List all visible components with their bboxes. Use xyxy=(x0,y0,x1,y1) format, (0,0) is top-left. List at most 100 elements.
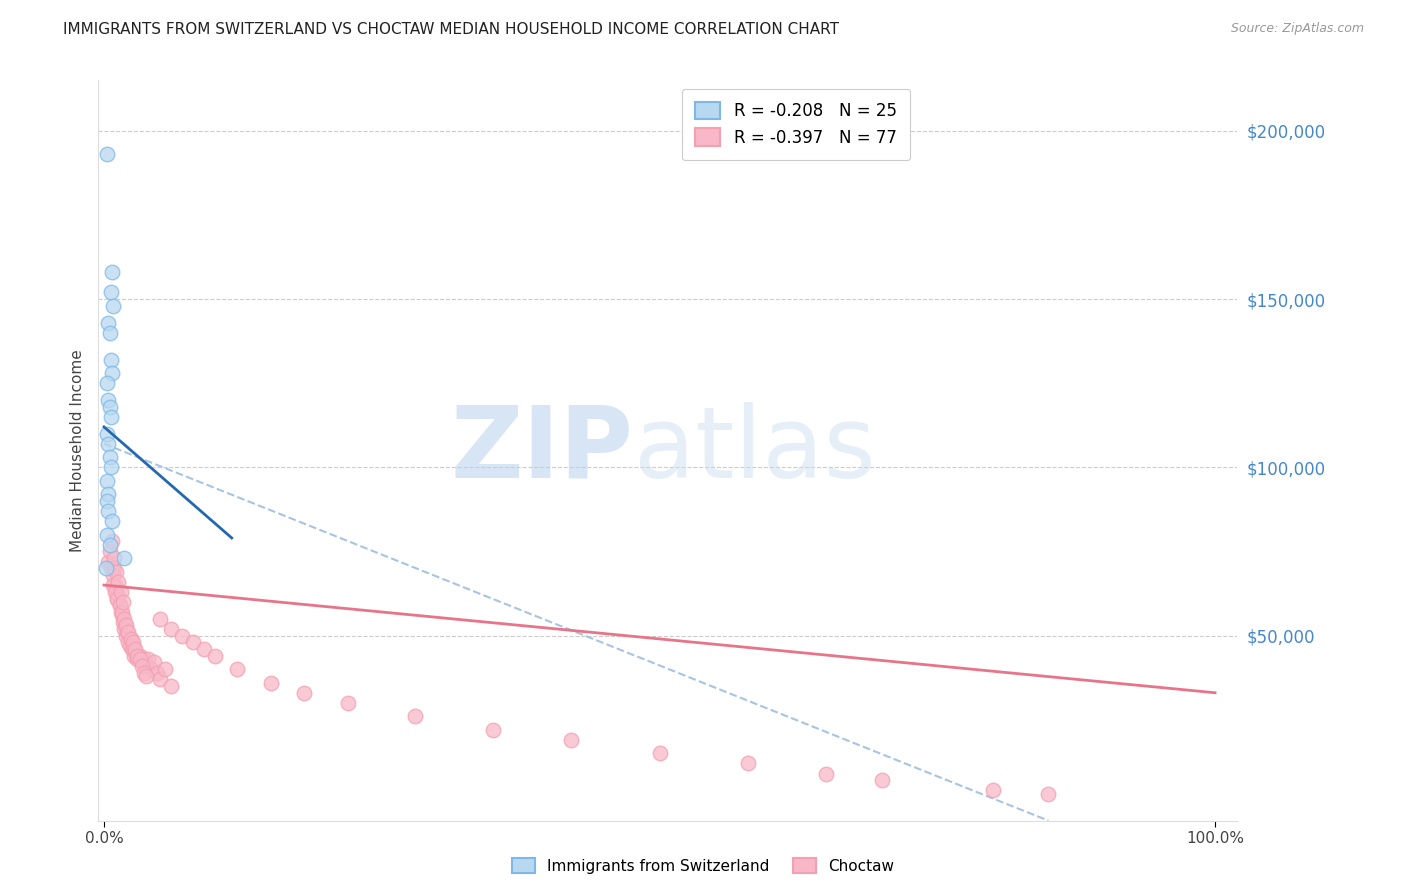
Point xyxy=(117,625,139,640)
Point xyxy=(107,588,129,602)
Point xyxy=(181,635,204,649)
Point xyxy=(159,622,181,636)
Point xyxy=(112,551,135,566)
Point xyxy=(100,409,122,424)
Text: atlas: atlas xyxy=(634,402,876,499)
Point xyxy=(105,565,128,579)
Point xyxy=(121,635,143,649)
Point xyxy=(132,665,155,680)
Point xyxy=(104,584,127,599)
Point xyxy=(105,584,128,599)
Point xyxy=(127,648,149,663)
Point xyxy=(121,642,143,657)
Point xyxy=(193,642,215,657)
Point xyxy=(560,732,582,747)
Point xyxy=(737,756,759,771)
Y-axis label: Median Household Income: Median Household Income xyxy=(69,349,84,552)
Point xyxy=(482,723,505,737)
Point xyxy=(259,675,281,690)
Point xyxy=(118,639,141,653)
Point xyxy=(115,629,138,643)
Point xyxy=(121,639,143,653)
Point xyxy=(146,665,169,680)
Point xyxy=(110,605,132,619)
Point xyxy=(112,612,135,626)
Point xyxy=(104,578,127,592)
Point xyxy=(110,584,132,599)
Point xyxy=(128,652,150,666)
Point xyxy=(143,656,166,670)
Point xyxy=(648,747,671,761)
Point xyxy=(981,783,1004,797)
Point xyxy=(148,673,170,687)
Point xyxy=(131,658,153,673)
Point xyxy=(135,669,157,683)
Point xyxy=(117,625,139,640)
Point xyxy=(226,662,249,676)
Point xyxy=(98,400,121,414)
Point xyxy=(815,766,838,780)
Point xyxy=(100,265,122,279)
Point xyxy=(108,599,131,613)
Point xyxy=(100,561,122,575)
Point xyxy=(139,662,162,676)
Point xyxy=(100,514,122,528)
Point xyxy=(98,538,121,552)
Point xyxy=(153,662,176,676)
Point xyxy=(117,635,139,649)
Point xyxy=(127,652,149,666)
Point xyxy=(97,554,120,569)
Point xyxy=(135,658,157,673)
Point xyxy=(97,504,120,518)
Point xyxy=(98,450,121,465)
Point xyxy=(98,544,121,558)
Point xyxy=(100,352,122,367)
Point xyxy=(97,316,120,330)
Point xyxy=(115,618,138,632)
Legend: R = -0.208   N = 25, R = -0.397   N = 77: R = -0.208 N = 25, R = -0.397 N = 77 xyxy=(682,88,910,160)
Point xyxy=(124,642,146,657)
Point xyxy=(114,618,136,632)
Point xyxy=(170,629,193,643)
Point xyxy=(111,615,134,629)
Point xyxy=(96,147,118,161)
Point xyxy=(101,568,124,582)
Point xyxy=(204,648,226,663)
Point xyxy=(96,426,118,441)
Point xyxy=(111,595,134,609)
Point xyxy=(108,599,131,613)
Point xyxy=(100,285,122,300)
Point xyxy=(131,656,153,670)
Point xyxy=(138,652,160,666)
Legend: Immigrants from Switzerland, Choctaw: Immigrants from Switzerland, Choctaw xyxy=(506,852,900,880)
Point xyxy=(111,605,134,619)
Point xyxy=(105,591,128,606)
Point xyxy=(96,561,118,575)
Point xyxy=(105,591,128,606)
Text: Source: ZipAtlas.com: Source: ZipAtlas.com xyxy=(1230,22,1364,36)
Point xyxy=(128,648,150,663)
Point xyxy=(292,686,315,700)
Point xyxy=(120,632,142,646)
Point xyxy=(101,578,124,592)
Point xyxy=(100,534,122,549)
Point xyxy=(120,632,142,646)
Point xyxy=(159,679,181,693)
Text: ZIP: ZIP xyxy=(451,402,634,499)
Point xyxy=(97,392,120,407)
Point xyxy=(148,612,170,626)
Point xyxy=(132,652,155,666)
Point xyxy=(124,645,146,659)
Point xyxy=(103,561,125,575)
Point xyxy=(98,326,121,340)
Point xyxy=(96,376,118,391)
Point xyxy=(103,551,125,566)
Point xyxy=(112,622,135,636)
Point xyxy=(96,474,118,488)
Point xyxy=(97,436,120,450)
Point xyxy=(122,648,145,663)
Point xyxy=(97,487,120,501)
Point xyxy=(1038,787,1060,801)
Point xyxy=(870,773,893,788)
Point xyxy=(404,709,426,723)
